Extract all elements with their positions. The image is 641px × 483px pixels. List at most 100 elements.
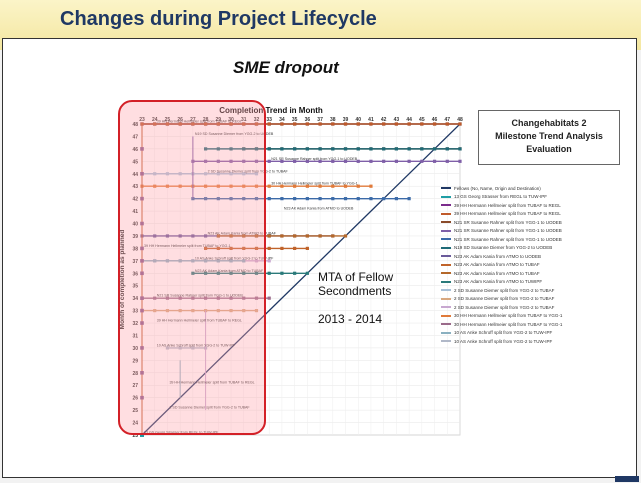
y-tick-label: 46	[132, 147, 138, 153]
y-tick-label: 44	[132, 172, 138, 178]
series-marker	[229, 309, 233, 313]
series-marker	[242, 234, 246, 238]
series-marker	[178, 172, 182, 176]
y-tick-label: 43	[132, 184, 138, 190]
series-marker	[191, 122, 195, 126]
series-marker	[178, 234, 182, 238]
x-tick-label: 38	[330, 117, 336, 123]
x-tick-label: 45	[419, 117, 425, 123]
series-marker	[318, 147, 322, 151]
series-marker	[216, 147, 220, 151]
data-label: N23 AK Adam Kania from ATMO to TUBAF	[195, 269, 264, 273]
data-label: 2 SD Susanne Diemer split from YGG-2 to …	[208, 169, 289, 173]
series-marker	[305, 122, 309, 126]
series-marker	[216, 259, 220, 263]
y-tick-label: 39	[132, 234, 138, 240]
legend-swatch	[441, 221, 451, 224]
series-marker	[293, 271, 297, 275]
series-marker	[178, 122, 182, 126]
legend-swatch	[441, 255, 451, 258]
x-tick-label: 37	[317, 117, 323, 123]
mta-title: MTA of Fellow Secondments	[318, 270, 394, 298]
series-marker	[394, 122, 398, 126]
series-marker	[280, 246, 284, 250]
legend-swatch	[441, 195, 451, 198]
series-marker	[204, 172, 208, 176]
series-marker	[369, 184, 373, 188]
series-marker	[407, 147, 411, 151]
series-marker	[216, 184, 220, 188]
series-marker	[394, 147, 398, 151]
legend-label: 39 HH Hermann Hellmeier split from TUBAF…	[454, 202, 561, 208]
x-tick-label: 48	[457, 117, 463, 123]
series-marker	[458, 122, 462, 126]
x-tick-label: 43	[394, 117, 400, 123]
data-label: N21 SR Susanne Rahner split from YGG-1 t…	[271, 157, 358, 161]
y-tick-label: 34	[132, 296, 138, 302]
series-marker	[254, 234, 259, 238]
y-tick-label: 45	[132, 159, 138, 165]
series-marker	[229, 197, 233, 201]
legend-item: N23 AK Adam Kania from ATMO to TUBAF	[441, 269, 637, 278]
y-tick-label: 26	[132, 396, 138, 402]
y-tick-label: 41	[132, 209, 138, 215]
series-marker	[267, 246, 271, 250]
legend-swatch	[441, 229, 451, 232]
series-marker	[204, 197, 208, 201]
series-marker	[165, 234, 170, 238]
series-marker	[305, 147, 309, 151]
series-marker	[267, 159, 271, 163]
legend-swatch	[441, 238, 451, 241]
y-tick-label: 37	[132, 259, 138, 265]
series-marker	[178, 346, 182, 350]
series-marker	[229, 122, 233, 126]
series-marker	[432, 147, 437, 151]
legend-swatch	[441, 272, 451, 275]
evaluation-box: Changehabitats 2 Milestone Trend Analysi…	[478, 110, 620, 165]
legend-swatch	[441, 204, 451, 207]
legend-swatch	[441, 289, 451, 292]
legend-item: 10 AS Anke Schroff split from YGG-2 to T…	[441, 329, 637, 338]
x-tick-label: 40	[355, 117, 361, 123]
series-marker	[229, 246, 233, 250]
series-marker	[458, 147, 462, 151]
series-marker	[369, 197, 373, 201]
legend-item: 13 GS Georg Strasser from REGL to TUW-IP…	[441, 193, 637, 202]
series-marker	[254, 296, 259, 300]
series-marker	[153, 259, 157, 263]
legend-label: 10 AS Anke Schroff split from YGG-2 to T…	[454, 338, 553, 344]
series-marker	[420, 159, 424, 163]
series-marker	[280, 197, 284, 201]
series-marker	[140, 321, 144, 325]
legend-item: 2 SD Susanne Diemer split from YGG-2 to …	[441, 303, 637, 312]
series-marker	[343, 147, 348, 151]
legend-swatch	[441, 314, 451, 317]
chart-title: Completion Trend in Month	[219, 106, 323, 115]
series-marker	[204, 234, 208, 238]
legend-item: N23 AK Adam Kania from ATMO to UODEB	[441, 252, 637, 261]
x-tick-label: 46	[432, 117, 438, 123]
series-marker	[254, 122, 259, 126]
series-marker	[140, 259, 144, 263]
series-marker	[356, 159, 360, 163]
y-tick-label: 35	[132, 284, 138, 290]
series-marker	[242, 246, 246, 250]
series-marker	[140, 371, 144, 375]
legend-swatch	[441, 306, 451, 309]
series-marker	[331, 197, 335, 201]
series-marker	[445, 122, 449, 126]
legend-item: 2 SD Susanne Diemer split from YGG-2 to …	[441, 295, 637, 304]
legend-swatch	[441, 246, 451, 249]
series-marker	[216, 309, 220, 313]
series-marker	[293, 159, 297, 163]
data-label: N23 AK Adam Kania from ATMO to UODEB	[284, 207, 354, 211]
series-marker	[140, 296, 144, 300]
series-marker	[369, 147, 373, 151]
legend-label: 10 AS Anke Schroff split from YGG-2 to T…	[454, 330, 553, 336]
y-tick-label: 40	[132, 222, 138, 228]
series-marker	[267, 296, 271, 300]
x-tick-label: 26	[177, 117, 183, 123]
legend-item: 39 HH Hermann Hellmeier split from TUBAF…	[441, 201, 637, 210]
series-marker	[305, 197, 309, 201]
